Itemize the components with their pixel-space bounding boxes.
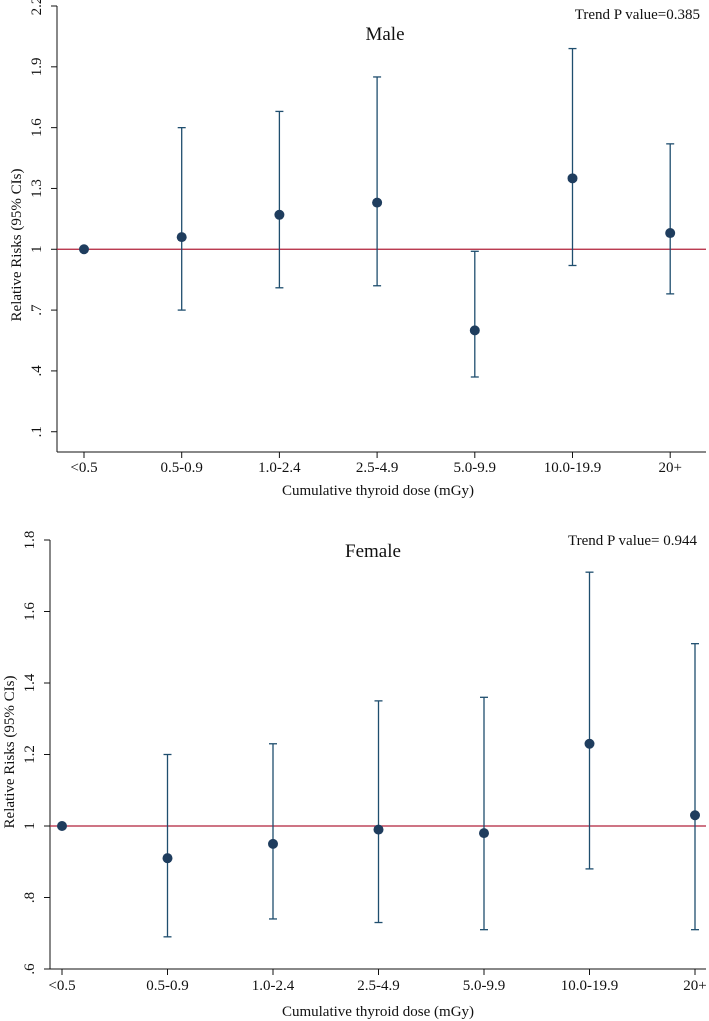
female-y-tick-label: 1.2 [22,745,38,764]
female-data-point [57,821,67,831]
male-x-tick-label: <0.5 [70,460,97,476]
female-y-tick-label: 1.6 [22,602,38,621]
male-x-tick-label: 10.0-19.9 [544,460,602,476]
male-x-axis-label: Cumulative thyroid dose (mGy) [282,483,474,499]
female-x-tick-label: 10.0-19.9 [561,978,619,994]
male-y-tick-label: 1 [29,246,45,254]
female-data-point [268,838,278,849]
female-data-point [479,828,489,839]
female-data-point [373,824,384,835]
male-y-tick-label: 1.9 [29,57,45,76]
male-y-tick-label: 2.2 [29,0,45,15]
male-y-tick-label: 1.3 [29,179,45,198]
male-data-point [665,228,676,239]
female-x-tick-label: 1.0-2.4 [252,978,295,994]
female-trend-p-value: Trend P value= 0.944 [568,533,698,549]
male-x-tick-label: 0.5-0.9 [160,460,203,476]
male-y-tick-label: 1.6 [29,118,45,137]
female-x-tick-label: 5.0-9.9 [463,978,506,994]
male-x-tick-label: 1.0-2.4 [258,460,301,476]
female-y-tick-label: 1.8 [22,531,38,550]
female-data-point [584,738,595,749]
male-y-tick-label: .7 [29,304,45,316]
male-data-point [176,232,187,243]
female-y-tick-label: 1.4 [22,673,38,692]
male-trend-p-value: Trend P value=0.385 [575,7,700,23]
female-x-tick-label: <0.5 [48,978,75,994]
female-chart-panel: Female Trend P value= 0.944 Cumulative t… [2,531,707,1020]
female-y-tick-label: .8 [22,892,38,903]
female-x-tick-label: 20+ [683,978,706,994]
female-y-axis-label: Relative Risks (95% CIs) [2,676,18,829]
male-data-point [79,244,89,255]
female-x-tick-label: 0.5-0.9 [146,978,189,994]
female-data-point [690,810,700,821]
female-y-tick-label: 1 [22,822,38,830]
male-data-point [372,197,383,208]
male-y-tick-label: .1 [29,426,45,437]
female-x-axis-label: Cumulative thyroid dose (mGy) [282,1004,474,1020]
female-x-tick-label: 2.5-4.9 [357,978,400,994]
male-x-tick-label: 20+ [658,460,681,476]
female-y-tick-label: .6 [22,963,38,975]
male-x-tick-label: 2.5-4.9 [356,460,399,476]
male-data-point [274,209,285,220]
male-y-tick-label: .4 [29,365,45,377]
female-data-point [162,853,173,864]
male-data-point [567,173,578,184]
male-chart-panel: Male Trend P value=0.385 Cumulative thyr… [9,0,706,499]
male-data-point [469,325,480,336]
male-y-axis-label: Relative Risks (95% CIs) [9,169,25,322]
female-chart-title: Female [345,541,401,562]
male-chart-title: Male [365,24,404,45]
male-x-tick-label: 5.0-9.9 [454,460,497,476]
